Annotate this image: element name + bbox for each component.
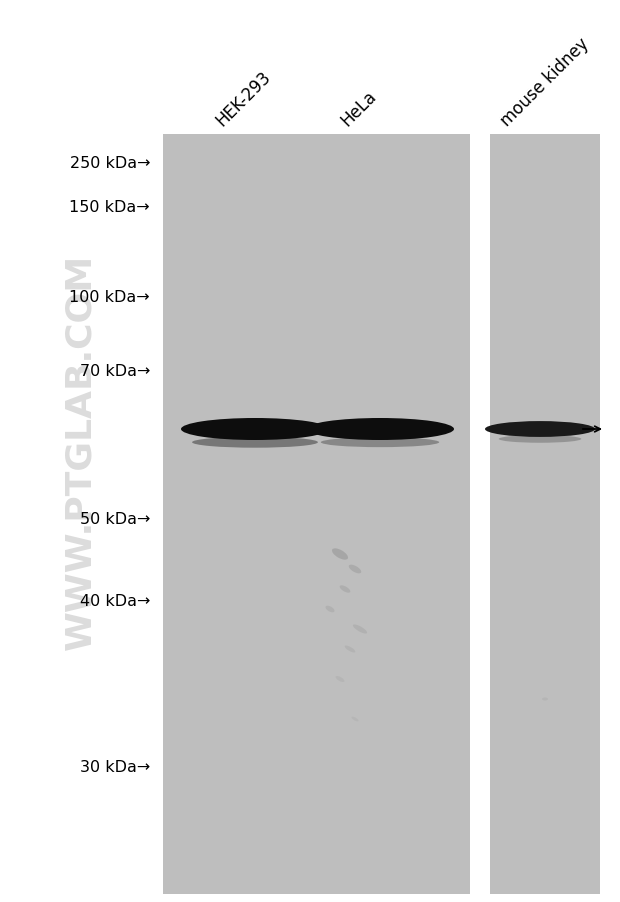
Text: mouse kidney: mouse kidney <box>497 35 593 130</box>
Bar <box>490 135 600 894</box>
Ellipse shape <box>349 565 361 574</box>
Text: 50 kDa→: 50 kDa→ <box>79 512 150 527</box>
Ellipse shape <box>345 646 355 653</box>
Text: HEK-293: HEK-293 <box>212 68 274 130</box>
Ellipse shape <box>326 606 335 612</box>
Ellipse shape <box>498 436 582 443</box>
Text: WWW.PTGLAB.COM: WWW.PTGLAB.COM <box>63 253 97 649</box>
Ellipse shape <box>485 421 595 437</box>
Text: 70 kDa→: 70 kDa→ <box>79 364 150 378</box>
Text: 250 kDa→: 250 kDa→ <box>69 155 150 170</box>
Ellipse shape <box>332 548 348 560</box>
Ellipse shape <box>353 625 367 634</box>
Ellipse shape <box>335 676 345 682</box>
Text: 150 kDa→: 150 kDa→ <box>69 199 150 215</box>
Ellipse shape <box>181 419 329 440</box>
Text: 40 kDa→: 40 kDa→ <box>79 593 150 608</box>
Ellipse shape <box>352 717 358 722</box>
Ellipse shape <box>542 698 548 701</box>
Ellipse shape <box>306 419 454 440</box>
Ellipse shape <box>192 437 318 448</box>
Bar <box>163 135 470 894</box>
Text: 30 kDa→: 30 kDa→ <box>80 759 150 774</box>
Text: HeLa: HeLa <box>337 87 380 130</box>
Ellipse shape <box>340 585 350 593</box>
Text: 100 kDa→: 100 kDa→ <box>69 290 150 304</box>
Ellipse shape <box>321 437 439 447</box>
